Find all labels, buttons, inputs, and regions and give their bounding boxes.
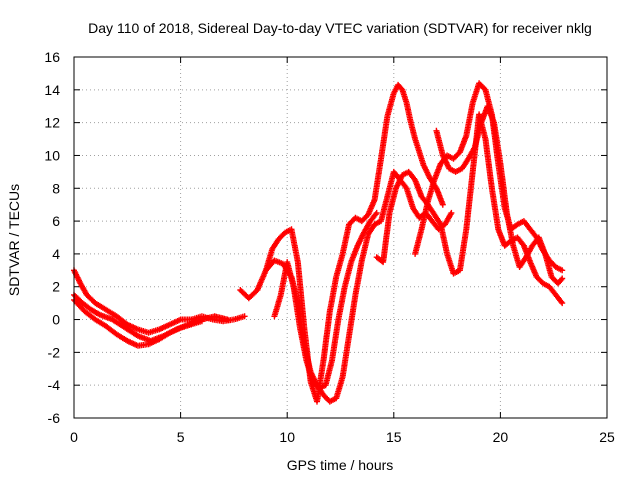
- y-tick-label: 16: [44, 49, 60, 65]
- data-point: [224, 316, 231, 323]
- x-tick-label: 10: [279, 429, 295, 445]
- data-point: [448, 209, 455, 216]
- series-track-3: [71, 296, 205, 349]
- data-point: [559, 275, 566, 282]
- y-tick-label: 4: [52, 246, 60, 262]
- data-point: [198, 318, 205, 325]
- data-point: [439, 201, 446, 208]
- tick-labels: 0 5 10 15 20 25 -6 -4 -2 0 2 4 6 8 10 12 14 16: [44, 49, 615, 445]
- data-point: [373, 209, 380, 216]
- y-tick-label: -2: [48, 344, 61, 360]
- chart-title: Day 110 of 2018, Sidereal Day-to-day VTE…: [88, 20, 592, 36]
- y-tick-label: -6: [48, 410, 61, 426]
- x-tick-label: 0: [70, 429, 78, 445]
- x-tick-label: 20: [493, 429, 509, 445]
- grid-lines: [74, 57, 607, 418]
- x-axis-label: GPS time / hours: [287, 457, 394, 473]
- y-axis-label: SDTVAR / TECUs: [6, 184, 22, 296]
- data-point: [559, 267, 566, 274]
- plot-frame: [73, 56, 608, 419]
- data-point: [241, 313, 248, 320]
- y-tick-label: 2: [52, 279, 60, 295]
- y-tick-label: 12: [44, 115, 60, 131]
- series-track-9: [433, 103, 566, 287]
- y-tick-label: 8: [52, 180, 60, 196]
- y-tick-label: -4: [48, 377, 61, 393]
- x-tick-label: 25: [599, 429, 615, 445]
- series-track-6: [271, 209, 380, 392]
- series-track-4: [237, 168, 455, 405]
- data-point: [559, 300, 566, 307]
- y-tick-label: 6: [52, 213, 60, 229]
- y-tick-label: 10: [44, 147, 60, 163]
- y-tick-label: 0: [52, 312, 60, 328]
- x-tick-label: 15: [386, 429, 402, 445]
- y-tick-label: 14: [44, 82, 60, 98]
- x-tick-label: 5: [177, 429, 185, 445]
